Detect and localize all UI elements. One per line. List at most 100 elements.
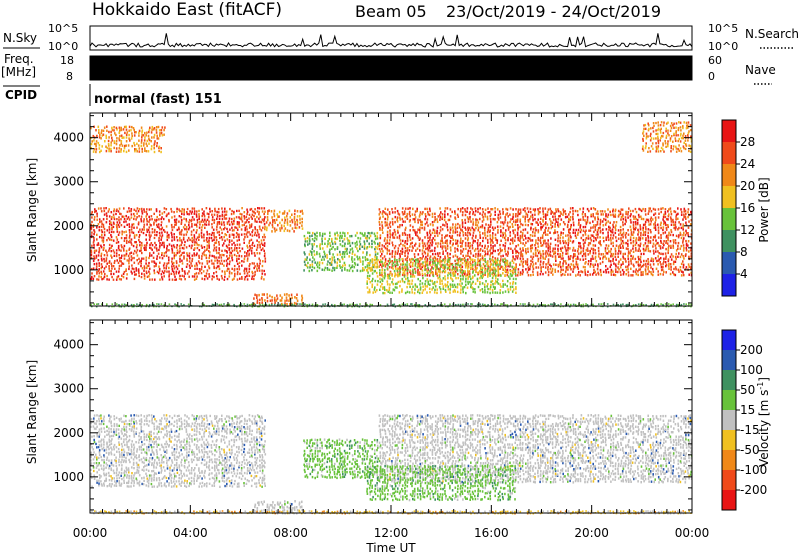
heatmap-cell-2490 bbox=[515, 213, 517, 216]
heatmap-cell-4917 bbox=[331, 303, 333, 306]
heatmap-cell-1444 bbox=[294, 223, 296, 226]
heatmap-cell-4182 bbox=[371, 242, 373, 246]
heatmap-cell-1373 bbox=[264, 225, 266, 228]
heatmap-cell-2808 bbox=[557, 265, 560, 268]
heatmap-cell-1862 bbox=[432, 237, 434, 240]
heatmap-cell-2559 bbox=[525, 248, 527, 251]
heatmap-cell-1586 bbox=[393, 236, 396, 239]
heatmap-cell-567 bbox=[163, 275, 165, 278]
heatmap-cell-732 bbox=[182, 238, 185, 241]
heatmap-cell-545 bbox=[159, 213, 161, 216]
heatmap-cell-2647 bbox=[534, 208, 537, 211]
heatmap-cell-973 bbox=[213, 221, 215, 224]
heatmap-cell-4595 bbox=[467, 261, 469, 264]
heatmap-cell-895 bbox=[204, 218, 206, 221]
heatmap-cell-1661 bbox=[404, 233, 407, 236]
heatmap-cell-3931 bbox=[311, 251, 313, 254]
heatmap-cell-105 bbox=[104, 272, 106, 276]
heatmap-cell-4780 bbox=[96, 303, 98, 305]
heatmap-cell-1261 bbox=[248, 217, 250, 220]
heatmap-cell-109 bbox=[103, 257, 105, 261]
heatmap-cell-3472 bbox=[642, 223, 645, 227]
heatmap-cell-1831 bbox=[427, 210, 429, 214]
heatmap-cell-1780 bbox=[422, 255, 424, 258]
heatmap-cell-898 bbox=[203, 210, 205, 213]
heatmap-cell-397 bbox=[140, 259, 142, 262]
heatmap-cell-1334 bbox=[258, 225, 261, 228]
heatmap-cell-1721 bbox=[412, 207, 414, 211]
heatmap-cell-3308 bbox=[622, 231, 625, 234]
heatmap-cell-2643 bbox=[535, 221, 537, 224]
heatmap-cell-3133 bbox=[600, 244, 602, 247]
heatmap-cell-4043 bbox=[339, 260, 341, 263]
heatmap-cell-1182 bbox=[238, 221, 240, 224]
heatmap-cell-180 bbox=[110, 217, 113, 221]
heatmap-cell-1136 bbox=[233, 236, 235, 239]
heatmap-cell-4023 bbox=[333, 259, 336, 262]
heatmap-cell-2059 bbox=[459, 234, 461, 237]
heatmap-cell-938 bbox=[208, 213, 210, 216]
heatmap-cell-2648 bbox=[536, 273, 539, 277]
heatmap-cell-1663 bbox=[404, 228, 407, 231]
heatmap-cell-3428 bbox=[637, 228, 639, 232]
heatmap-cell-2507 bbox=[516, 220, 519, 223]
heatmap-cell-1959 bbox=[444, 207, 447, 210]
heatmap-cell-1167 bbox=[239, 277, 241, 280]
heatmap-cell-596 bbox=[165, 225, 168, 228]
heatmap-cell-2952 bbox=[574, 234, 577, 237]
heatmap-cell-977 bbox=[214, 207, 216, 210]
heatmap-cell-167 bbox=[111, 256, 113, 259]
heatmap-cell-2406 bbox=[504, 247, 506, 250]
heatmap-cell-3642 bbox=[665, 228, 668, 231]
heatmap-cell-1230 bbox=[247, 250, 249, 253]
heatmap-cell-3999 bbox=[329, 258, 331, 261]
heatmap-cell-4737 bbox=[504, 263, 506, 266]
heatmap-cell-4509 bbox=[447, 271, 450, 275]
heatmap-cell-4078 bbox=[346, 252, 348, 255]
heatmap-cell-1264 bbox=[251, 277, 253, 280]
heatmap-cell-4265 bbox=[382, 291, 384, 295]
heatmap-cell-3934 bbox=[311, 243, 313, 246]
heatmap-cell-2741 bbox=[547, 246, 549, 250]
heatmap-cell-4543 bbox=[454, 267, 456, 270]
heatmap-cell-2744 bbox=[547, 239, 549, 242]
heatmap-cell-3179 bbox=[608, 259, 610, 263]
heatmap-cell-4317 bbox=[394, 263, 396, 266]
heatmap-cell-2332 bbox=[495, 260, 497, 263]
heatmap-cell-4965 bbox=[411, 303, 413, 305]
heatmap-cell-411 bbox=[140, 207, 143, 211]
heatmap-cell-3193 bbox=[607, 213, 610, 216]
heatmap-cell-3097 bbox=[594, 237, 597, 240]
heatmap-cell-3884 bbox=[293, 301, 296, 305]
heatmap-cell-4362 bbox=[406, 264, 408, 267]
heatmap-cell-741 bbox=[183, 208, 185, 211]
heatmap-cell-1501 bbox=[382, 215, 384, 218]
heatmap-cell-4367 bbox=[408, 279, 411, 283]
heatmap-cell-612 bbox=[168, 220, 170, 223]
heatmap-cell-3464 bbox=[643, 249, 645, 252]
heatmap-cell-1395 bbox=[272, 219, 274, 222]
heatmap-cell-3384 bbox=[632, 236, 635, 240]
heatmap-cell-3249 bbox=[614, 228, 617, 231]
heatmap-cell-3436 bbox=[640, 271, 642, 274]
heatmap-cell-460 bbox=[148, 256, 150, 260]
heatmap-cell-1288 bbox=[254, 270, 256, 274]
heatmap-cell-635 bbox=[170, 210, 173, 213]
heatmap-cell-698 bbox=[179, 209, 181, 213]
heatmap-cell-2759 bbox=[549, 247, 551, 250]
heatmap-cell-4947 bbox=[379, 304, 382, 306]
heatmap-cell-4387 bbox=[413, 275, 416, 278]
heatmap-cell-1148 bbox=[236, 267, 238, 271]
heatmap-cell-4817 bbox=[158, 305, 160, 308]
heatmap-cell-400 bbox=[140, 249, 142, 252]
heatmap-cell-3451 bbox=[639, 228, 642, 231]
heatmap-cell-3965 bbox=[319, 243, 321, 246]
heatmap-cell-1744 bbox=[417, 258, 419, 261]
heatmap-cell-3799 bbox=[684, 209, 687, 213]
heatmap-cell-4229 bbox=[371, 285, 373, 289]
heatmap-cell-3518 bbox=[648, 207, 650, 210]
heatmap-cell-3857 bbox=[271, 299, 273, 302]
heatmap-cell-1279 bbox=[250, 223, 253, 226]
heatmap-cell-3261 bbox=[618, 260, 620, 263]
heatmap-cell-1134 bbox=[234, 244, 236, 247]
